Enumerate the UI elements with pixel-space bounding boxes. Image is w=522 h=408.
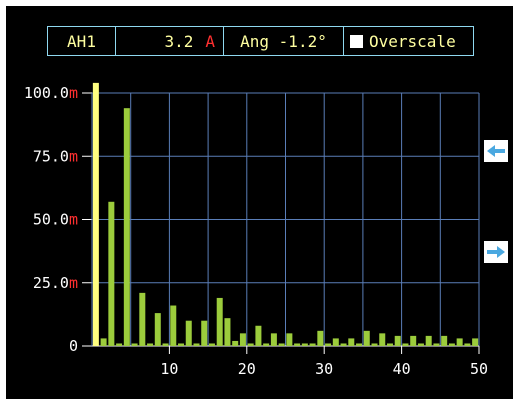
- harmonic-bar: [379, 333, 386, 346]
- x-tick-label: 50: [470, 360, 488, 378]
- x-tick-label: 30: [315, 360, 333, 378]
- harmonic-bar: [417, 343, 424, 346]
- harmonic-bar: [402, 343, 409, 346]
- x-tick-label: 10: [160, 360, 178, 378]
- y-tick-label: 25.0m: [33, 274, 78, 292]
- harmonic-bar: [441, 335, 448, 346]
- harmonic-bar: [425, 335, 432, 346]
- harmonic-bar: [116, 343, 123, 346]
- reading-unit: A: [205, 31, 215, 51]
- harmonic-bar: [386, 343, 393, 346]
- harmonic-bar: [224, 318, 231, 346]
- harmonic-bar: [317, 330, 324, 346]
- harmonic-bar: [371, 343, 378, 346]
- harmonic-bar: [162, 343, 169, 346]
- harmonic-bar: [247, 343, 254, 346]
- right-arrow-icon: [487, 246, 505, 258]
- angle-cell: Ang -1.2°: [224, 27, 344, 55]
- harmonic-bar: [270, 333, 277, 346]
- harmonic-bar: [472, 338, 479, 346]
- harmonic-bar: [294, 343, 301, 346]
- harmonic-bar: [123, 108, 130, 347]
- overscale-label: Overscale: [369, 31, 456, 51]
- x-axis-ticks: 10 20 30 40 50: [160, 360, 488, 378]
- measurement-header: AH1 3.2 A Ang -1.2° Overscale: [47, 26, 474, 56]
- harmonic-bar: [325, 343, 332, 346]
- left-arrow-icon: [487, 145, 505, 157]
- channel-label[interactable]: AH1: [48, 27, 116, 55]
- harmonic-bar: [185, 320, 192, 346]
- harmonic-bar: [263, 343, 270, 346]
- harmonic-bar: [356, 343, 363, 346]
- x-tick-label: 40: [393, 360, 411, 378]
- y-tick-label: 50.0m: [33, 211, 78, 229]
- y-axis-ticks: 100.0m 75.0m 50.0m 25.0m 0: [24, 84, 78, 355]
- harmonic-bar: [433, 343, 440, 346]
- harmonic-bar: [255, 325, 262, 346]
- angle-text: Ang -1.2°: [240, 31, 327, 51]
- x-tick-label: 20: [238, 360, 256, 378]
- reading-cell: 3.2 A: [116, 27, 224, 55]
- harmonic-bar: [170, 305, 177, 346]
- harmonic-bar: [131, 343, 138, 346]
- y-tick-label: 75.0m: [33, 147, 78, 165]
- overscale-checkbox-icon[interactable]: [350, 34, 363, 48]
- harmonic-bar: [147, 343, 154, 346]
- harmonic-bar: [301, 343, 308, 346]
- harmonic-bar: [100, 338, 107, 346]
- harmonic-bar: [139, 292, 146, 346]
- channel-text: AH1: [67, 31, 96, 51]
- harmonic-bar: [208, 343, 215, 346]
- harmonic-bar: [278, 343, 285, 346]
- harmonic-bar: [154, 313, 161, 346]
- chart-bars: [92, 82, 479, 347]
- harmonic-bar: [286, 333, 293, 346]
- harmonic-bar: [394, 335, 401, 346]
- harmonic-bar: [216, 297, 223, 346]
- harmonic-bar: [340, 343, 347, 346]
- y-tick-label: 100.0m: [24, 84, 78, 102]
- harmonic-bar: [448, 343, 455, 346]
- scroll-left-button[interactable]: [484, 140, 508, 162]
- harmonic-bar: [232, 340, 239, 346]
- y-tick-label: 0: [69, 337, 78, 355]
- overscale-toggle[interactable]: Overscale: [344, 27, 473, 55]
- scroll-right-button[interactable]: [484, 241, 508, 263]
- reading-value: 3.2: [164, 31, 194, 51]
- harmonic-bar: [178, 343, 185, 346]
- harmonic-bar: [332, 338, 339, 346]
- harmonic-bar: [108, 201, 115, 346]
- harmonic-bar: [309, 343, 316, 346]
- harmonic-bar: [464, 343, 471, 346]
- harmonic-bar: [410, 335, 417, 346]
- harmonic-bar: [363, 330, 370, 346]
- harmonic-bar: [239, 333, 246, 346]
- harmonic-bar: [92, 82, 99, 346]
- harmonic-bar: [201, 320, 208, 346]
- harmonic-bar: [193, 343, 200, 346]
- harmonic-bar: [348, 338, 355, 346]
- harmonic-bar: [456, 338, 463, 346]
